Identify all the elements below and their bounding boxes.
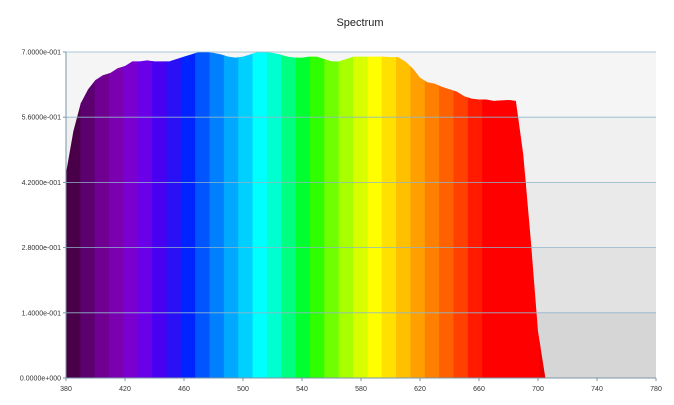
x-ticks: 380 420 460 500 540 580 620 660 700 740 780	[60, 378, 662, 393]
spectrum-band	[424, 52, 440, 378]
y-tick-label: 0.0000e+000	[20, 376, 61, 383]
spectrum-band	[367, 52, 383, 378]
x-tick-label: 500	[237, 386, 249, 393]
spectrum-band	[496, 52, 512, 378]
x-tick-label: 540	[296, 386, 308, 393]
spectrum-band	[137, 52, 153, 378]
spectrum-band	[109, 52, 125, 378]
x-tick-label: 460	[178, 386, 190, 393]
spectrum-band	[209, 52, 225, 378]
x-tick-label: 660	[473, 386, 485, 393]
y-tick-label: 7.0000e-001	[22, 50, 61, 57]
y-tick-label: 2.8000e-001	[22, 245, 61, 252]
spectrum-band	[309, 52, 326, 378]
spectrum-band	[80, 52, 96, 378]
x-tick-label: 700	[532, 386, 544, 393]
spectrum-band	[295, 52, 311, 378]
spectrum-band	[396, 52, 412, 378]
spectrum-band	[223, 52, 240, 378]
spectrum-band	[439, 52, 455, 378]
y-ticks: 0.0000e+000 1.4000e-001 2.8000e-001 4.2000e…	[20, 50, 66, 383]
spectrum-band	[180, 52, 196, 378]
spectrum-band	[338, 52, 354, 378]
spectrum-band	[281, 52, 297, 378]
spectrum-band	[152, 52, 168, 378]
spectrum-band	[467, 52, 483, 378]
spectrum-band	[94, 52, 110, 378]
spectrum-band	[482, 52, 498, 378]
x-tick-label: 740	[591, 386, 603, 393]
y-tick-label: 1.4000e-001	[22, 310, 61, 317]
x-tick-label: 780	[650, 386, 662, 393]
x-tick-label: 380	[60, 386, 72, 393]
spectrum-band	[453, 52, 469, 378]
spectrum-band	[166, 52, 182, 378]
y-tick-label: 4.2000e-001	[22, 180, 61, 187]
x-tick-label: 580	[355, 386, 367, 393]
x-tick-label: 420	[119, 386, 131, 393]
spectrum-band	[238, 52, 254, 378]
spectrum-band	[195, 52, 211, 378]
spectrum-band	[381, 52, 397, 378]
x-tick-label: 620	[414, 386, 426, 393]
spectrum-band	[324, 52, 340, 378]
spectrum-band	[353, 52, 369, 378]
spectrum-band	[266, 52, 283, 378]
spectrum-band	[410, 52, 426, 378]
chart-title: Spectrum	[336, 17, 383, 29]
spectrum-band	[123, 52, 139, 378]
spectrum-band	[252, 52, 268, 378]
y-tick-label: 5.6000e-001	[22, 115, 61, 122]
